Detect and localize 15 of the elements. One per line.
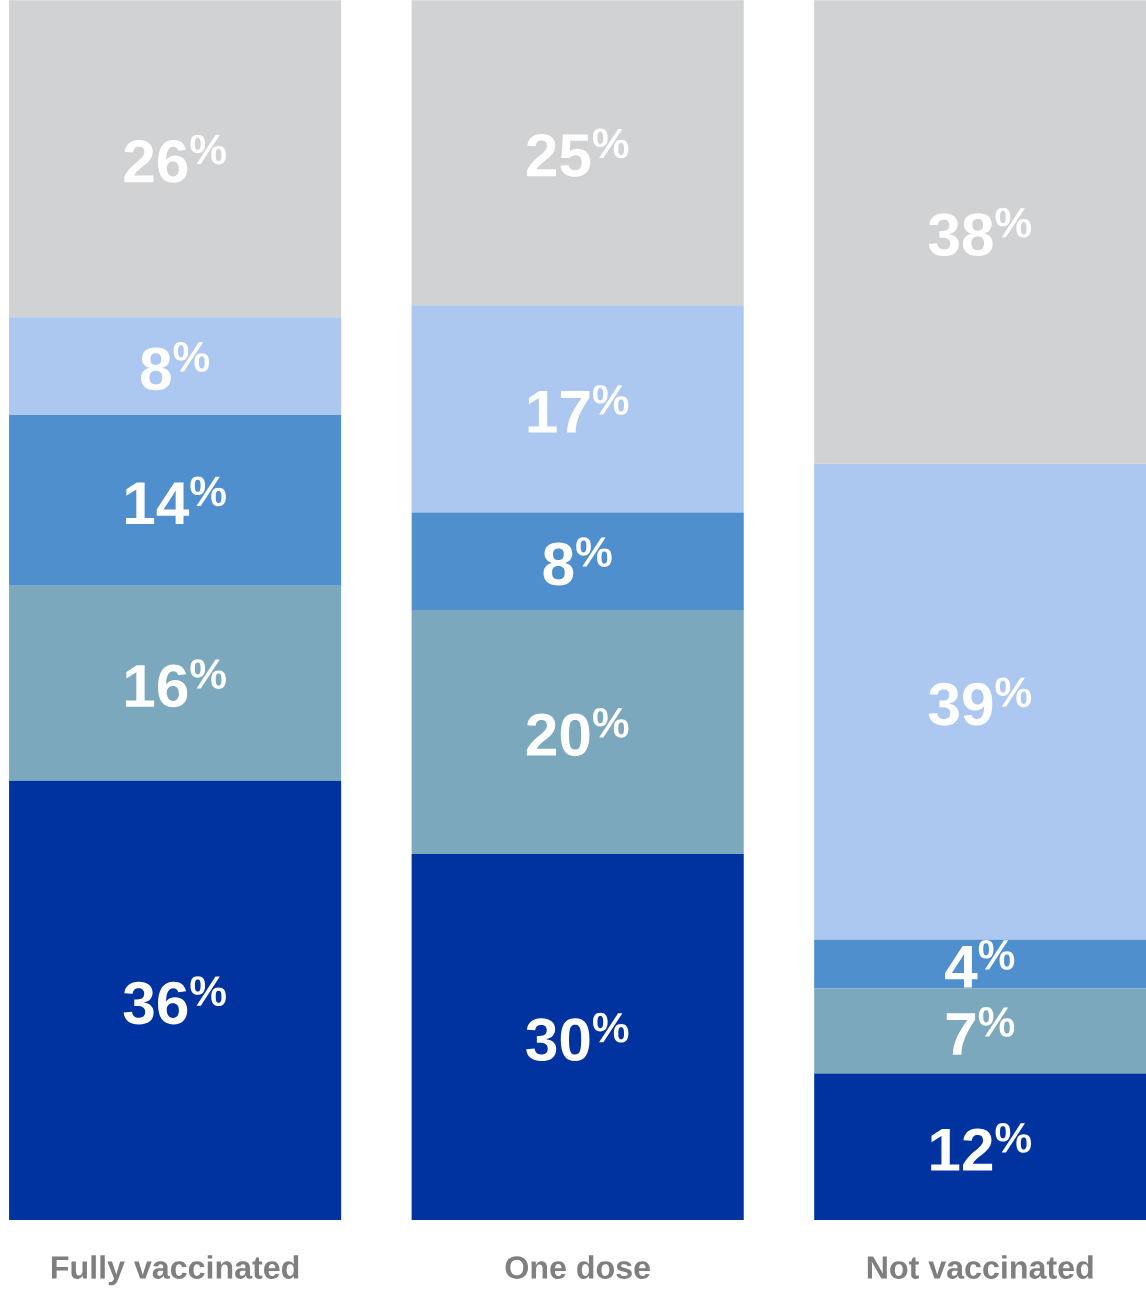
data-label: 39$^{%}$ xyxy=(928,677,1031,726)
data-label: 8$^{%}$ xyxy=(543,537,612,586)
x-tick-label: One dose xyxy=(505,1255,650,1279)
data-label: 30$^{%}$ xyxy=(526,1012,629,1062)
x-tick-label: Not vaccinated xyxy=(867,1255,1093,1279)
x-tick-label: Fully vaccinated xyxy=(51,1255,299,1286)
data-label: 8$^{%}$ xyxy=(140,342,209,391)
data-label: 17$^{%}$ xyxy=(528,385,629,433)
data-label: 7$^{%}$ xyxy=(946,1007,1015,1055)
data-label: 4$^{%}$ xyxy=(944,940,1015,988)
data-label: 16$^{%}$ xyxy=(125,659,226,708)
data-label: 14$^{%}$ xyxy=(125,476,226,525)
data-label: 20$^{%}$ xyxy=(526,707,629,757)
data-label: 12$^{%}$ xyxy=(931,1122,1031,1171)
data-label: 36$^{%}$ xyxy=(123,976,226,1025)
